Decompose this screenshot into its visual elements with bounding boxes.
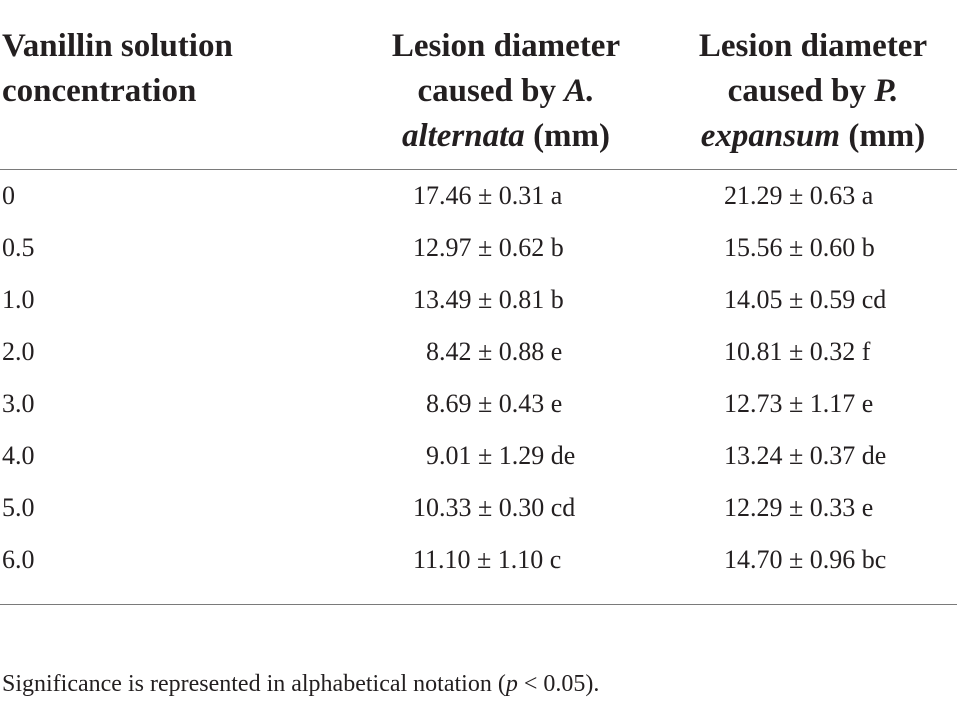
header-alternata-line1: Lesion diameter bbox=[391, 28, 621, 64]
header-expansum-line2-text: caused by bbox=[727, 73, 875, 109]
cell-alternata: 9.01 ± 1.29 de bbox=[413, 441, 576, 470]
cell-concentration: 0 bbox=[2, 181, 15, 210]
cell-concentration: 5.0 bbox=[2, 493, 35, 522]
table-row: 4.0 9.01 ± 1.29 de 13.24 ± 0.37 de bbox=[0, 430, 957, 482]
table-row: 2.0 8.42 ± 0.88 e 10.81 ± 0.32 f bbox=[0, 326, 957, 378]
header-concentration: Vanillin solution concentration bbox=[2, 24, 233, 114]
cell-concentration: 1.0 bbox=[2, 285, 35, 314]
header-alternata-genus: A. bbox=[564, 73, 595, 109]
table-header: Vanillin solution concentration Lesion d… bbox=[0, 0, 957, 170]
header-expansum-species: expansum bbox=[700, 118, 841, 154]
cell-alternata: 11.10 ± 1.10 c bbox=[413, 545, 562, 574]
cell-expansum: 10.81 ± 0.32 f bbox=[724, 337, 871, 366]
cell-expansum: 15.56 ± 0.60 b bbox=[724, 233, 875, 262]
cell-alternata: 12.97 ± 0.62 b bbox=[413, 233, 564, 262]
cell-alternata: 8.69 ± 0.43 e bbox=[413, 389, 563, 418]
table-row: 1.0 13.49 ± 0.81 b 14.05 ± 0.59 cd bbox=[0, 274, 957, 326]
header-alternata-line3: alternata (mm) bbox=[348, 114, 664, 159]
cell-alternata: 8.42 ± 0.88 e bbox=[413, 337, 563, 366]
cell-alternata: 17.46 ± 0.31 a bbox=[413, 181, 563, 210]
header-expansum-unit: (mm) bbox=[840, 118, 926, 154]
header-expansum-line2: caused by P. bbox=[660, 69, 957, 114]
table-row: 0.5 12.97 ± 0.62 b 15.56 ± 0.60 b bbox=[0, 222, 957, 274]
header-concentration-line2: concentration bbox=[2, 73, 197, 109]
header-alternata-unit: (mm) bbox=[524, 118, 611, 154]
cell-expansum: 12.29 ± 0.33 e bbox=[724, 493, 874, 522]
cell-concentration: 6.0 bbox=[2, 545, 35, 574]
table-row: 0 17.46 ± 0.31 a 21.29 ± 0.63 a bbox=[0, 170, 957, 222]
table-row: 3.0 8.69 ± 0.43 e 12.73 ± 1.17 e bbox=[0, 378, 957, 430]
header-concentration-line1: Vanillin solution bbox=[2, 28, 233, 64]
cell-expansum: 12.73 ± 1.17 e bbox=[724, 389, 874, 418]
footnote-text: Significance is represented in alphabeti… bbox=[2, 671, 506, 697]
cell-concentration: 3.0 bbox=[2, 389, 35, 418]
header-expansum-genus: P. bbox=[874, 73, 899, 109]
cell-alternata: 10.33 ± 0.30 cd bbox=[413, 493, 576, 522]
cell-expansum: 13.24 ± 0.37 de bbox=[724, 441, 887, 470]
footnote-p-symbol: p bbox=[505, 671, 518, 697]
header-alternata: Lesion diameter caused by A. alternata (… bbox=[348, 24, 664, 159]
footnote-threshold: < 0.05). bbox=[517, 671, 600, 697]
table-row: 6.0 11.10 ± 1.10 c 14.70 ± 0.96 bc bbox=[0, 534, 957, 586]
table-body: 0 17.46 ± 0.31 a 21.29 ± 0.63 a 0.5 12.9… bbox=[0, 170, 957, 605]
header-alternata-line2: caused by A. bbox=[348, 69, 664, 114]
header-alternata-species: alternata bbox=[401, 118, 525, 154]
header-expansum-line3: expansum (mm) bbox=[660, 114, 957, 159]
header-expansum-line1: Lesion diameter bbox=[698, 28, 928, 64]
header-expansum: Lesion diameter caused by P. expansum (m… bbox=[660, 24, 957, 159]
table-row: 5.0 10.33 ± 0.30 cd 12.29 ± 0.33 e bbox=[0, 482, 957, 534]
cell-concentration: 0.5 bbox=[2, 233, 35, 262]
table-footnote: Significance is represented in alphabeti… bbox=[2, 667, 599, 701]
header-alternata-line2-text: caused by bbox=[417, 73, 565, 109]
cell-concentration: 4.0 bbox=[2, 441, 35, 470]
cell-concentration: 2.0 bbox=[2, 337, 35, 366]
cell-expansum: 14.70 ± 0.96 bc bbox=[724, 545, 887, 574]
cell-expansum: 21.29 ± 0.63 a bbox=[724, 181, 874, 210]
cell-alternata: 13.49 ± 0.81 b bbox=[413, 285, 564, 314]
cell-expansum: 14.05 ± 0.59 cd bbox=[724, 285, 887, 314]
